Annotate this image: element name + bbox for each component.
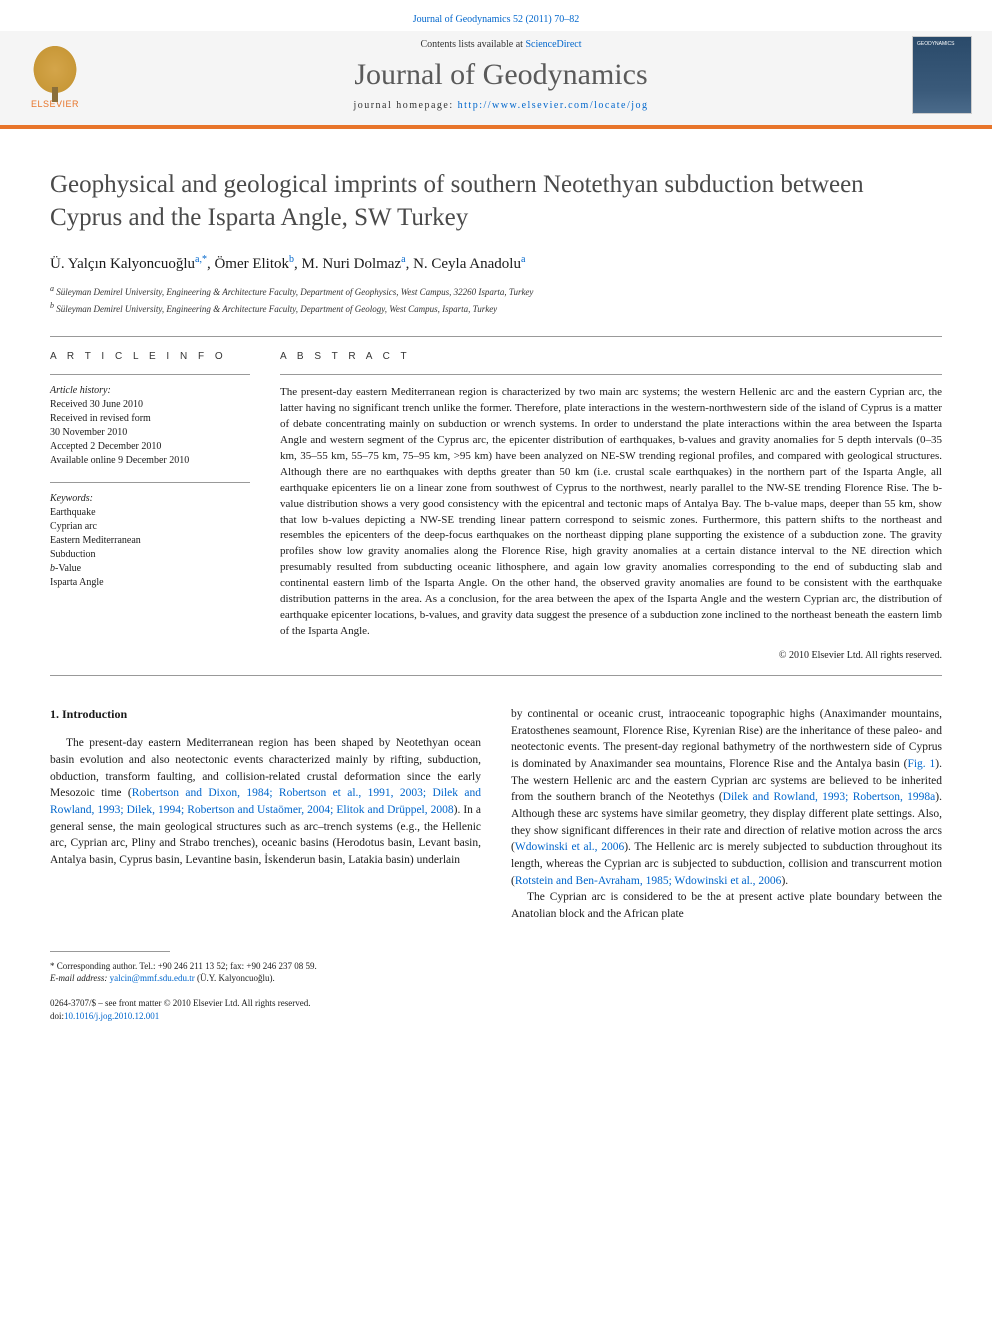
history-label: Article history: bbox=[50, 385, 250, 396]
authors-line: Ü. Yalçın Kalyoncuoğlua,*, Ömer Elitokb,… bbox=[50, 254, 942, 273]
author-1-affil: a,* bbox=[195, 254, 207, 265]
journal-reference: Journal of Geodynamics 52 (2011) 70–82 bbox=[0, 8, 992, 31]
body-column-left: 1. Introduction The present-day eastern … bbox=[50, 706, 481, 923]
affiliation-a: a Süleyman Demirel University, Engineeri… bbox=[50, 283, 942, 300]
abstract-heading: A B S T R A C T bbox=[280, 351, 942, 362]
email-link[interactable]: yalcin@mmf.sdu.edu.tr bbox=[110, 973, 195, 983]
keywords-block: Keywords: Earthquake Cyprian arc Eastern… bbox=[50, 493, 250, 590]
revised-line2: 30 November 2010 bbox=[50, 426, 250, 440]
sciencedirect-link[interactable]: ScienceDirect bbox=[525, 39, 581, 50]
doi-line: doi:10.1016/j.jog.2010.12.001 bbox=[50, 1010, 942, 1023]
author-2[interactable]: , Ömer Elitok bbox=[207, 256, 289, 272]
info-abstract-row: A R T I C L E I N F O Article history: R… bbox=[50, 351, 942, 661]
body-two-columns: 1. Introduction The present-day eastern … bbox=[50, 706, 942, 923]
keyword-6: Isparta Angle bbox=[50, 576, 250, 590]
figure-ref-1[interactable]: Fig. 1 bbox=[907, 758, 935, 770]
keyword-2: Cyprian arc bbox=[50, 520, 250, 534]
homepage-prefix: journal homepage: bbox=[353, 100, 457, 111]
affil-b-text: Süleyman Demirel University, Engineering… bbox=[54, 304, 497, 314]
abstract-text: The present-day eastern Mediterranean re… bbox=[280, 385, 942, 640]
header-center: Contents lists available at ScienceDirec… bbox=[90, 39, 912, 111]
email-suffix: (Ü.Y. Kalyoncuoğlu). bbox=[195, 973, 275, 983]
corr-author-email-line: E-mail address: yalcin@mmf.sdu.edu.tr (Ü… bbox=[50, 972, 942, 985]
article-info-column: A R T I C L E I N F O Article history: R… bbox=[50, 351, 250, 661]
author-1[interactable]: Ü. Yalçın Kalyoncuoğlu bbox=[50, 256, 195, 272]
doi-prefix: doi: bbox=[50, 1011, 64, 1021]
author-4[interactable]: , N. Ceyla Anadolu bbox=[406, 256, 521, 272]
section-rule bbox=[50, 336, 942, 337]
author-3[interactable]: , M. Nuri Dolmaz bbox=[294, 256, 401, 272]
article-body: Geophysical and geological imprints of s… bbox=[0, 129, 992, 943]
elsevier-tree-icon bbox=[30, 42, 80, 97]
doi-link[interactable]: 10.1016/j.jog.2010.12.001 bbox=[64, 1011, 159, 1021]
intro-paragraph-1-cont: by continental or oceanic crust, intraoc… bbox=[511, 706, 942, 889]
email-label: E-mail address: bbox=[50, 973, 110, 983]
homepage-line: journal homepage: http://www.elsevier.co… bbox=[90, 100, 912, 111]
abstract-column: A B S T R A C T The present-day eastern … bbox=[280, 351, 942, 661]
info-rule-1 bbox=[50, 374, 250, 375]
body-column-right: by continental or oceanic crust, intraoc… bbox=[511, 706, 942, 923]
keyword-1: Earthquake bbox=[50, 506, 250, 520]
footer-rule bbox=[50, 951, 170, 952]
issn-line: 0264-3707/$ – see front matter © 2010 El… bbox=[50, 997, 942, 1010]
journal-cover-thumbnail[interactable] bbox=[912, 36, 972, 114]
online-date: Available online 9 December 2010 bbox=[50, 454, 250, 468]
article-info-heading: A R T I C L E I N F O bbox=[50, 351, 250, 362]
col2-p1-a: by continental or oceanic crust, intraoc… bbox=[511, 708, 942, 770]
affiliation-b: b Süleyman Demirel University, Engineeri… bbox=[50, 300, 942, 317]
col2-p1-e: ). bbox=[781, 875, 788, 887]
corresponding-author-block: * Corresponding author. Tel.: +90 246 21… bbox=[50, 960, 942, 985]
affiliations: a Süleyman Demirel University, Engineeri… bbox=[50, 283, 942, 316]
revised-line1: Received in revised form bbox=[50, 412, 250, 426]
elsevier-logo[interactable]: ELSEVIER bbox=[20, 35, 90, 115]
journal-header: Journal of Geodynamics 52 (2011) 70–82 E… bbox=[0, 0, 992, 129]
section-1-heading: 1. Introduction bbox=[50, 706, 481, 723]
keywords-label: Keywords: bbox=[50, 493, 250, 504]
keyword-5-suffix: -Value bbox=[55, 563, 81, 574]
contents-prefix-text: Contents lists available at bbox=[420, 39, 525, 50]
article-title: Geophysical and geological imprints of s… bbox=[50, 169, 942, 234]
abstract-rule bbox=[280, 374, 942, 375]
journal-name: Journal of Geodynamics bbox=[90, 58, 912, 92]
homepage-url[interactable]: http://www.elsevier.com/locate/jog bbox=[458, 100, 649, 111]
citation-2[interactable]: Dilek and Rowland, 1993; Robertson, 1998… bbox=[723, 791, 936, 803]
citation-3[interactable]: Wdowinski et al., 2006 bbox=[515, 841, 624, 853]
keyword-5: b-Value bbox=[50, 562, 250, 576]
doi-block: 0264-3707/$ – see front matter © 2010 El… bbox=[50, 997, 942, 1022]
intro-paragraph-1: The present-day eastern Mediterranean re… bbox=[50, 735, 481, 868]
intro-paragraph-2: The Cyprian arc is considered to be the … bbox=[511, 889, 942, 922]
citation-4[interactable]: Rotstein and Ben-Avraham, 1985; Wdowinsk… bbox=[515, 875, 782, 887]
keyword-4: Subduction bbox=[50, 548, 250, 562]
affil-a-text: Süleyman Demirel University, Engineering… bbox=[54, 287, 533, 297]
page-footer: * Corresponding author. Tel.: +90 246 21… bbox=[0, 951, 992, 1042]
contents-line: Contents lists available at ScienceDirec… bbox=[90, 39, 912, 50]
accepted-date: Accepted 2 December 2010 bbox=[50, 440, 250, 454]
article-history-block: Article history: Received 30 June 2010 R… bbox=[50, 385, 250, 468]
received-date: Received 30 June 2010 bbox=[50, 398, 250, 412]
section-rule-2 bbox=[50, 675, 942, 676]
author-4-affil: a bbox=[521, 254, 525, 265]
keyword-3: Eastern Mediterranean bbox=[50, 534, 250, 548]
abstract-copyright: © 2010 Elsevier Ltd. All rights reserved… bbox=[280, 650, 942, 661]
header-content-row: ELSEVIER Contents lists available at Sci… bbox=[0, 31, 992, 125]
info-rule-2 bbox=[50, 482, 250, 483]
corr-author-contact: * Corresponding author. Tel.: +90 246 21… bbox=[50, 960, 942, 973]
